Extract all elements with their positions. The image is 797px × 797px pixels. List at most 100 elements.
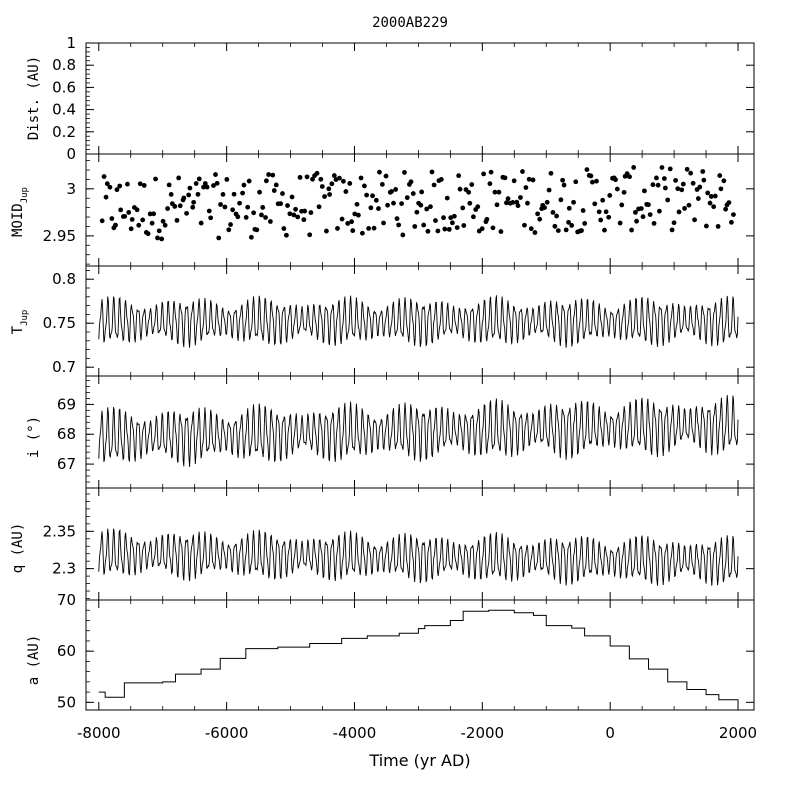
moid-point [520, 169, 525, 174]
moid-point [228, 222, 233, 227]
moid-point [684, 166, 690, 172]
moid-point [496, 189, 502, 195]
moid-point [114, 187, 120, 193]
moid-point [347, 181, 353, 186]
moid-point [134, 207, 140, 213]
moid-point [596, 209, 602, 215]
moid-point [198, 220, 204, 226]
moid-point [329, 181, 335, 187]
moid-point [535, 211, 541, 217]
moid-point [153, 176, 158, 182]
moid-point [723, 206, 728, 212]
moid-point [400, 232, 406, 238]
moid-point [697, 184, 703, 190]
moid-point [126, 210, 132, 215]
ytick-label-incl: 69 [57, 395, 76, 413]
moid-point [359, 230, 365, 236]
ylabel-moid: MOIDJup [10, 187, 30, 237]
moid-point [729, 219, 734, 225]
moid-point [584, 167, 590, 173]
moid-point [449, 220, 455, 226]
moid-point [525, 200, 530, 206]
moid-point [688, 170, 694, 176]
moid-point [266, 172, 272, 177]
moid-point [461, 223, 467, 228]
moid-point [617, 220, 623, 226]
moid-point [243, 215, 249, 220]
moid-point [113, 222, 118, 228]
moid-point [318, 176, 324, 182]
moid-point [431, 182, 437, 188]
ytick-label-incl: 67 [57, 455, 76, 473]
moid-point [659, 165, 665, 170]
panel-inclination: i (°) 67 68 69 [26, 375, 755, 489]
moid-point [498, 229, 504, 234]
x-axis-label: Time (yr AD) [368, 751, 470, 770]
moid-point [237, 200, 242, 206]
moid-point [515, 203, 521, 209]
moid-point [107, 184, 113, 190]
series-line-tjup [98, 295, 739, 348]
moid-point [647, 212, 653, 217]
moid-point [291, 212, 297, 218]
moid-point [308, 210, 314, 215]
moid-point [421, 222, 427, 228]
ytick-label-dist: 0.4 [52, 101, 76, 119]
moid-point [629, 227, 634, 233]
moid-point [222, 204, 228, 210]
moid-point [671, 220, 677, 226]
moid-point [231, 191, 237, 197]
moid-point [494, 202, 500, 208]
moid-point [118, 207, 124, 213]
moid-point [373, 197, 379, 203]
moid-point [566, 219, 571, 225]
moid-point [117, 183, 123, 189]
moid-point [488, 169, 494, 175]
moid-point [726, 200, 732, 205]
moid-point [414, 209, 420, 215]
moid-point [109, 216, 115, 221]
moid-point [695, 196, 701, 201]
moid-point [563, 227, 569, 233]
moid-point [319, 184, 325, 189]
moid-point [429, 169, 435, 175]
moid-point [324, 228, 329, 234]
moid-point [479, 226, 485, 232]
ylabel-tisserand-main: T [10, 325, 26, 334]
xtick-label: -4000 [333, 724, 377, 742]
moid-point [184, 210, 189, 216]
moid-point [673, 177, 678, 183]
moid-point [504, 200, 509, 206]
moid-point [156, 228, 162, 234]
moid-point [424, 206, 430, 212]
moid-point [295, 214, 301, 220]
moid-point [195, 191, 201, 197]
panel-perihelion: q (AU) 2.3 2.35 [10, 487, 755, 601]
moid-point [646, 202, 651, 208]
moid-point [377, 169, 382, 175]
moid-point [280, 191, 285, 196]
ytick-label-semi: 50 [57, 693, 76, 711]
moid-point [358, 175, 364, 181]
moid-point [122, 213, 128, 219]
moid-point [526, 176, 532, 182]
moid-point [314, 170, 320, 176]
moid-point [204, 184, 210, 190]
moid-point [202, 181, 208, 186]
moid-point [361, 183, 367, 189]
moid-point [627, 174, 632, 180]
moid-point [579, 228, 584, 233]
moid-point [470, 214, 476, 220]
moid-point [263, 215, 268, 220]
moid-point [322, 194, 327, 199]
moid-point [162, 222, 168, 228]
moid-point [448, 215, 454, 221]
panel-frame-tjup [85, 265, 755, 377]
moid-point [402, 170, 407, 175]
moid-point [383, 173, 389, 179]
moid-point [469, 182, 475, 187]
moid-point [675, 186, 681, 192]
moid-point [230, 207, 236, 213]
moid-point [418, 202, 424, 208]
moid-point [174, 217, 180, 223]
